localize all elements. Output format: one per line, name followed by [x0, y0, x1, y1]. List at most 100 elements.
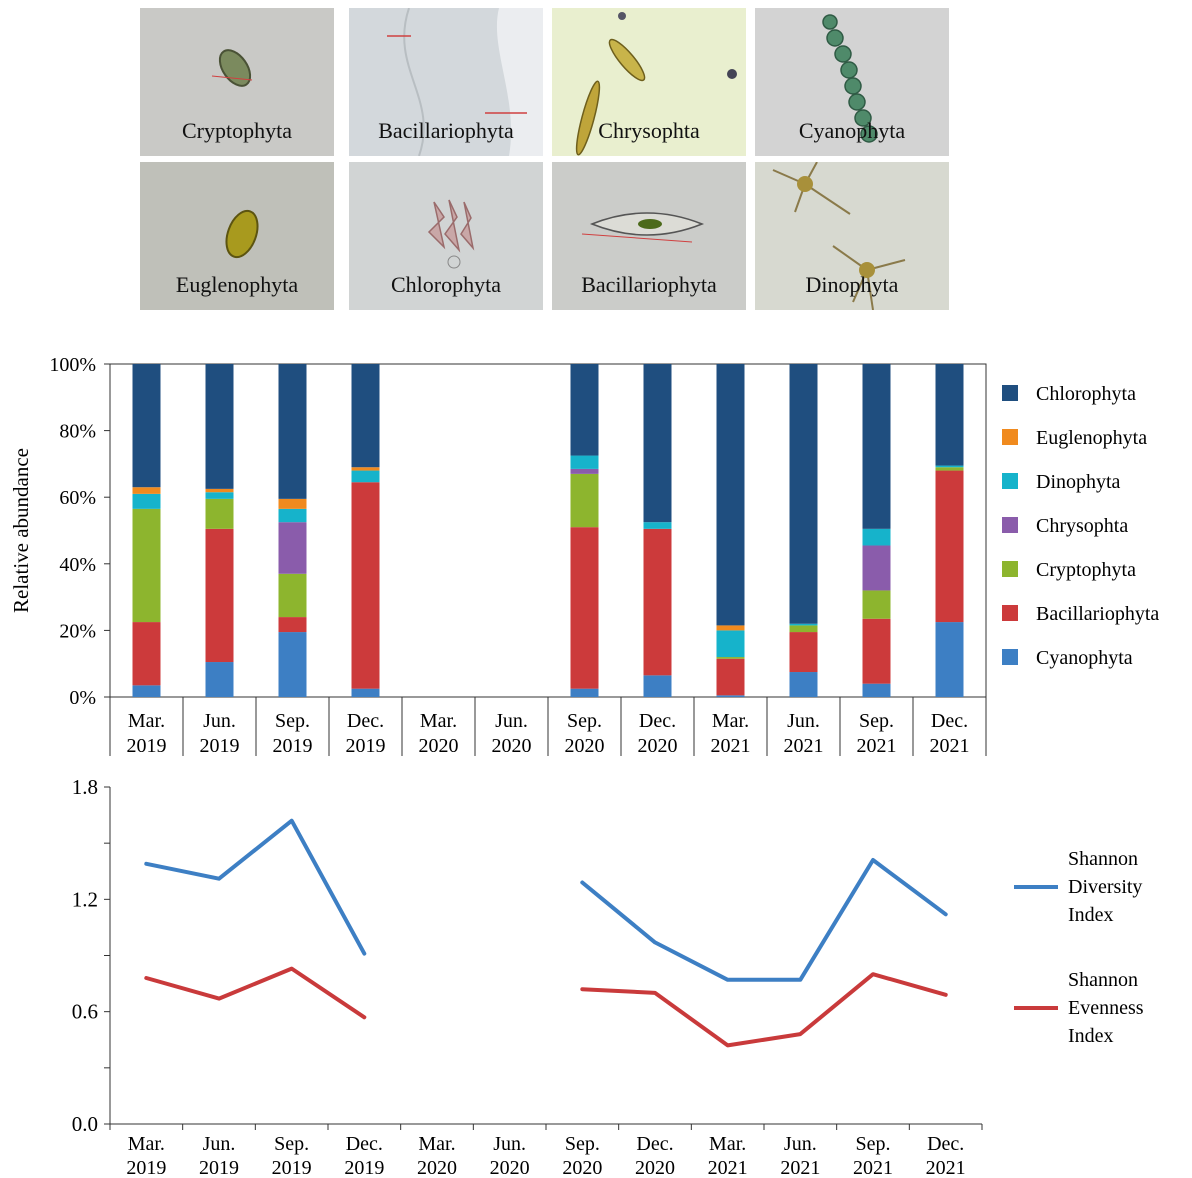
legend-label: Dinophyta	[1036, 471, 1121, 493]
bar-segment-bacillariophyta	[132, 622, 161, 686]
oval-cell-image	[211, 49, 253, 87]
y-tick-label: 100%	[49, 354, 96, 376]
x-tick-month: Dec.	[346, 1133, 383, 1155]
x-tick-month: Sep.	[565, 1133, 600, 1155]
legend-swatch	[1002, 561, 1018, 577]
bar-segment-chlorophyta	[351, 364, 380, 468]
bar-segment-cryptophyta	[132, 508, 161, 623]
bar-segment-cyanophyta	[789, 672, 818, 697]
bar-segment-dinophyta	[278, 508, 307, 523]
horned-cells-image	[772, 162, 906, 310]
x-tick-year: 2019	[127, 735, 167, 757]
x-tick-month: Mar.	[418, 1133, 455, 1155]
bar-segment-cyanophyta	[862, 683, 891, 697]
x-tick-year: 2020	[562, 1157, 602, 1178]
x-tick-month: Jun.	[787, 710, 820, 732]
bar-segment-dinophyta	[716, 630, 745, 658]
micrograph-panel: Cryptophyta Bacillariophyta Chrysophta Cyan…	[0, 0, 1192, 320]
bar-segment-cryptophyta	[862, 590, 891, 619]
teardrop-cell-image	[225, 209, 259, 259]
x-tick-year: 2021	[926, 1157, 966, 1178]
micrograph-chrysophta: Chrysophta	[552, 8, 746, 156]
bar-segment-euglenophyta	[132, 487, 161, 494]
micrograph-label: Bacillariophyta	[581, 272, 717, 297]
micrograph-label: Chlorophyta	[391, 272, 501, 297]
y-tick-label: 40%	[59, 554, 96, 576]
bar-segment-chrysophta	[862, 545, 891, 591]
y-tick-label: 1.2	[72, 887, 98, 911]
x-tick-month: Jun.	[495, 710, 528, 732]
bar-segment-bacillariophyta	[205, 528, 234, 663]
bar-segment-bacillariophyta	[351, 482, 380, 689]
bar-segment-cyanophyta	[643, 675, 672, 697]
bar-segment-cyanophyta	[716, 695, 745, 697]
x-tick-month: Sep.	[274, 1133, 309, 1155]
x-tick-month: Jun.	[203, 710, 236, 732]
filament-chain-image	[822, 14, 878, 143]
y-tick-label: 0.0	[72, 1112, 98, 1136]
x-tick-year: 2019	[126, 1157, 166, 1178]
y-tick-label: 0%	[69, 687, 96, 709]
x-tick-year: 2020	[638, 735, 678, 757]
x-tick-month: Sep.	[275, 710, 310, 732]
bar-segment-cyanophyta	[570, 688, 599, 697]
bar-segment-dinophyta	[643, 522, 672, 529]
x-tick-year: 2021	[853, 1157, 893, 1178]
micrograph-euglenophyta: Euglenophyta	[140, 162, 334, 310]
legend-label: Chlorophyta	[1036, 383, 1136, 405]
y-tick-label: 80%	[59, 421, 96, 443]
x-tick-month: Sep.	[567, 710, 602, 732]
y-tick-label: 60%	[59, 487, 96, 509]
legend-label-line: Index	[1068, 904, 1114, 926]
micrograph-bacillariophyta: Bacillariophyta	[349, 8, 543, 156]
x-tick-year: 2021	[780, 1157, 820, 1178]
legend-swatch	[1002, 473, 1018, 489]
bar-segment-euglenophyta	[205, 488, 234, 493]
bar-segment-euglenophyta	[278, 498, 307, 509]
x-tick-year: 2019	[199, 1157, 239, 1178]
bar-segment-dinophyta	[570, 455, 599, 469]
bar-segment-chrysophta	[570, 468, 599, 474]
bar-segment-chlorophyta	[278, 364, 307, 499]
x-tick-year: 2021	[784, 735, 824, 757]
x-tick-month: Sep.	[859, 710, 894, 732]
series-line-diversity	[144, 818, 367, 956]
colony-image	[427, 199, 475, 269]
x-tick-year: 2019	[273, 735, 313, 757]
bar-segment-cryptophyta	[278, 573, 307, 618]
bar-segment-dinophyta	[935, 465, 964, 468]
x-tick-month: Dec.	[927, 1133, 964, 1155]
bar-segment-chlorophyta	[570, 364, 599, 456]
micrograph-label: Dinophyta	[805, 272, 899, 297]
series-line-diversity	[580, 858, 948, 982]
x-tick-year: 2020	[492, 735, 532, 757]
x-tick-month: Dec.	[931, 710, 968, 732]
x-tick-year: 2021	[711, 735, 751, 757]
bar-segment-cryptophyta	[716, 657, 745, 659]
legend-swatch	[1002, 385, 1018, 401]
x-tick-year: 2019	[200, 735, 240, 757]
bar-segment-bacillariophyta	[643, 528, 672, 676]
bar-segment-dinophyta	[862, 528, 891, 546]
bar-segment-bacillariophyta	[570, 527, 599, 689]
bar-segment-chlorophyta	[862, 364, 891, 529]
y-axis-title: Relative abundance	[9, 448, 33, 613]
micrograph-cryptophyta: Cryptophyta	[140, 8, 334, 156]
bar-segment-euglenophyta	[716, 625, 745, 631]
bar-segment-dinophyta	[789, 623, 818, 626]
bar-segment-chrysophta	[278, 522, 307, 574]
bar-segment-bacillariophyta	[789, 632, 818, 673]
bar-segment-chlorophyta	[935, 364, 964, 466]
series-line-evenness	[580, 972, 948, 1048]
x-tick-year: 2020	[635, 1157, 675, 1178]
line-chart: 0.00.61.21.8Mar.2019Jun.2019Sep.2019Dec.…	[72, 775, 1144, 1178]
x-tick-year: 2019	[346, 735, 386, 757]
elongated-cells-image	[575, 12, 737, 156]
x-tick-year: 2021	[708, 1157, 748, 1178]
legend-label: Euglenophyta	[1036, 427, 1147, 449]
legend-label-line: Shannon	[1068, 848, 1138, 870]
bar-segment-cyanophyta	[132, 685, 161, 697]
series-line-evenness	[144, 966, 367, 1020]
x-tick-month: Mar.	[709, 1133, 746, 1155]
x-tick-year: 2020	[417, 1157, 457, 1178]
